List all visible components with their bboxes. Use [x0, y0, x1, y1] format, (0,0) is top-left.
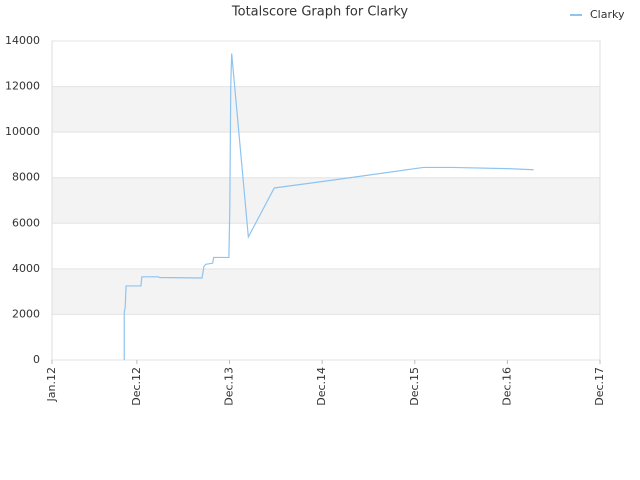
y-tick-label: 8000	[12, 171, 40, 184]
grid-band	[52, 268, 600, 315]
x-tick-label: Dec.12	[130, 367, 143, 406]
grid-band	[52, 177, 600, 224]
x-tick-label: Dec.15	[408, 367, 421, 406]
y-tick-label: 14000	[5, 34, 40, 47]
y-tick-label: 0	[33, 353, 40, 366]
legend-label: Clarky	[590, 8, 625, 21]
y-tick-label: 10000	[5, 125, 40, 138]
x-tick-label: Jan.12	[45, 367, 58, 402]
x-tick-label: Dec.14	[315, 367, 328, 406]
y-tick-label: 6000	[12, 216, 40, 229]
line	[123, 53, 534, 360]
y-tick-label: 12000	[5, 80, 40, 93]
y-tick-label: 2000	[12, 307, 40, 320]
x-tick-label: Dec.16	[500, 367, 513, 406]
grid-band	[52, 86, 600, 133]
y-tick-label: 4000	[12, 262, 40, 275]
x-tick-label: Dec.13	[223, 367, 236, 406]
x-tick-label: Dec.17	[593, 367, 606, 406]
chart-title: Totalscore Graph for Clarky	[231, 5, 409, 20]
